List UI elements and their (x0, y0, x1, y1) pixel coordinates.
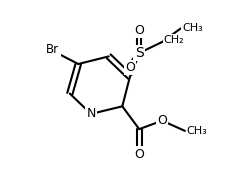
Text: O: O (134, 24, 144, 37)
Text: CH₃: CH₃ (182, 23, 202, 34)
Text: CH₃: CH₃ (186, 126, 207, 136)
Text: Br: Br (46, 43, 59, 56)
Text: O: O (134, 148, 144, 161)
Text: CH₂: CH₂ (163, 35, 184, 45)
Text: O: O (156, 114, 166, 127)
Text: S: S (134, 46, 143, 60)
Text: N: N (86, 107, 95, 120)
Text: O: O (124, 61, 134, 74)
